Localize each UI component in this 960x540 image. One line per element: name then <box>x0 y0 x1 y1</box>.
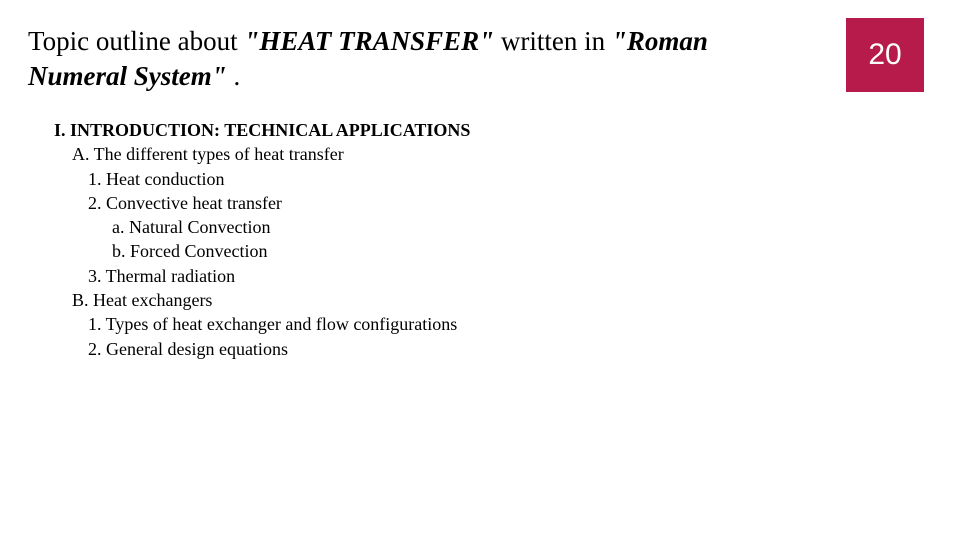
outline-B-2: 2. General design equations <box>54 337 470 361</box>
title-mid: written in <box>494 26 612 56</box>
title-quoted-heat-transfer: "HEAT TRANSFER" <box>244 26 494 56</box>
page-title: Topic outline about "HEAT TRANSFER" writ… <box>28 24 768 94</box>
page-number-badge: 20 <box>846 18 924 92</box>
outline-A-2b: b. Forced Convection <box>54 239 470 263</box>
outline-B: B. Heat exchangers <box>54 288 470 312</box>
outline-block: I. INTRODUCTION: TECHNICAL APPLICATIONS … <box>54 118 470 361</box>
outline-heading: I. INTRODUCTION: TECHNICAL APPLICATIONS <box>54 118 470 142</box>
outline-A-3: 3. Thermal radiation <box>54 264 470 288</box>
page-number: 20 <box>868 38 901 72</box>
outline-A: A. The different types of heat transfer <box>54 142 470 166</box>
outline-A-2a: a. Natural Convection <box>54 215 470 239</box>
outline-A-1: 1. Heat conduction <box>54 167 470 191</box>
outline-B-1: 1. Types of heat exchanger and flow conf… <box>54 312 470 336</box>
title-suffix: . <box>227 61 241 91</box>
outline-A-2: 2. Convective heat transfer <box>54 191 470 215</box>
title-prefix: Topic outline about <box>28 26 244 56</box>
